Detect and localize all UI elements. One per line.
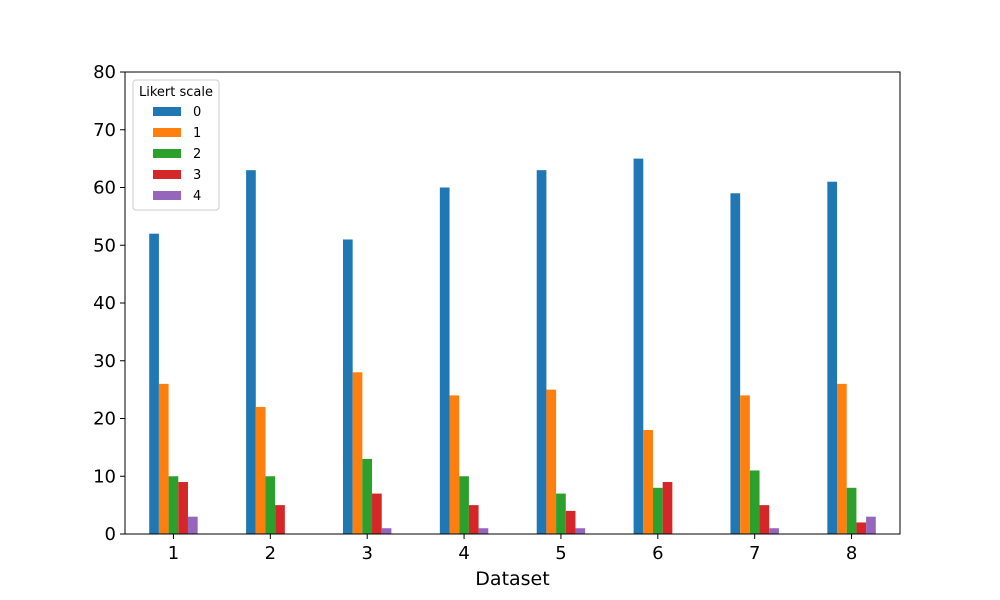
bar-series-0-dataset-4 (439, 187, 450, 534)
x-tick-label: 8 (846, 543, 857, 564)
legend-label-4: 4 (193, 189, 201, 204)
bar-series-1-dataset-8 (837, 383, 847, 534)
y-tick-label: 10 (93, 466, 116, 487)
x-tick-label: 4 (458, 543, 469, 564)
bar-series-1-dataset-1 (158, 383, 169, 534)
bar-series-3-dataset-5 (565, 510, 576, 534)
legend-swatch-2 (153, 149, 181, 158)
bar-series-3-dataset-6 (662, 482, 673, 534)
bar-series-0-dataset-3 (342, 239, 353, 534)
bar-series-4-dataset-8 (866, 516, 876, 534)
bar-series-2-dataset-6 (652, 487, 663, 534)
bar-series-0-dataset-5 (536, 170, 547, 535)
legend-label-0: 0 (193, 105, 201, 120)
x-tick-label: 7 (749, 543, 760, 564)
bar-series-3-dataset-1 (178, 482, 188, 534)
bar-series-2-dataset-2 (265, 476, 276, 534)
legend-swatch-3 (153, 170, 181, 179)
y-tick-label: 0 (105, 524, 116, 545)
bar-series-2-dataset-8 (846, 487, 857, 534)
x-tick-label: 3 (361, 543, 372, 564)
bar-series-3-dataset-2 (275, 505, 285, 534)
bar-series-2-dataset-7 (749, 470, 760, 534)
bar-series-1-dataset-4 (449, 395, 460, 534)
plot-frame (124, 71, 901, 535)
bars-layer (149, 158, 876, 535)
y-tick-label: 50 (93, 235, 116, 256)
x-tick-label: 1 (168, 543, 179, 564)
axes-layer (124, 71, 901, 535)
bar-series-0-dataset-2 (246, 170, 256, 535)
bar-series-4-dataset-4 (478, 528, 489, 534)
x-axis-label: Dataset (475, 568, 549, 590)
legend-label-1: 1 (193, 126, 201, 141)
bar-series-0-dataset-7 (730, 193, 741, 534)
bar-series-1-dataset-3 (352, 372, 363, 534)
bar-series-0-dataset-6 (633, 158, 644, 534)
legend-swatch-4 (153, 191, 181, 200)
bar-series-3-dataset-8 (856, 522, 867, 534)
legend: Likert scale 0 1 2 3 4 (132, 79, 220, 211)
bar-series-4-dataset-1 (187, 516, 198, 534)
x-tick-label: 6 (652, 543, 663, 564)
x-tick-label: 2 (265, 543, 276, 564)
legend-swatch-1 (153, 128, 181, 137)
bar-series-2-dataset-5 (556, 493, 566, 534)
bar-series-2-dataset-3 (362, 458, 373, 534)
bar-series-2-dataset-1 (168, 476, 179, 534)
bar-series-3-dataset-3 (372, 493, 382, 534)
bar-series-1-dataset-7 (740, 395, 750, 534)
y-tick-label: 70 (93, 120, 116, 141)
legend-title: Likert scale (139, 85, 213, 100)
x-tick-label: 5 (555, 543, 566, 564)
bar-series-4-dataset-7 (769, 528, 779, 534)
y-tick-label: 80 (93, 62, 116, 83)
bar-series-2-dataset-4 (459, 476, 469, 534)
x-axis-ticks: 1 2 3 4 5 6 7 8 (168, 534, 857, 564)
bar-series-0-dataset-1 (149, 233, 159, 534)
y-tick-label: 40 (93, 293, 116, 314)
bar-series-4-dataset-5 (575, 528, 586, 534)
y-tick-label: 30 (93, 351, 116, 372)
legend-swatch-0 (153, 107, 181, 116)
bar-series-3-dataset-7 (759, 505, 770, 534)
bar-series-1-dataset-2 (255, 406, 266, 534)
bar-series-1-dataset-5 (546, 389, 557, 534)
y-tick-label: 20 (93, 409, 116, 430)
legend-label-3: 3 (193, 168, 201, 183)
bar-series-4-dataset-3 (381, 528, 392, 534)
y-tick-label: 60 (93, 178, 116, 199)
bar-series-3-dataset-4 (468, 505, 479, 534)
bar-series-1-dataset-6 (643, 430, 653, 534)
y-axis-ticks: 0 10 20 30 40 50 60 70 80 (93, 62, 125, 545)
bar-series-0-dataset-8 (827, 181, 838, 534)
legend-label-2: 2 (193, 147, 201, 162)
